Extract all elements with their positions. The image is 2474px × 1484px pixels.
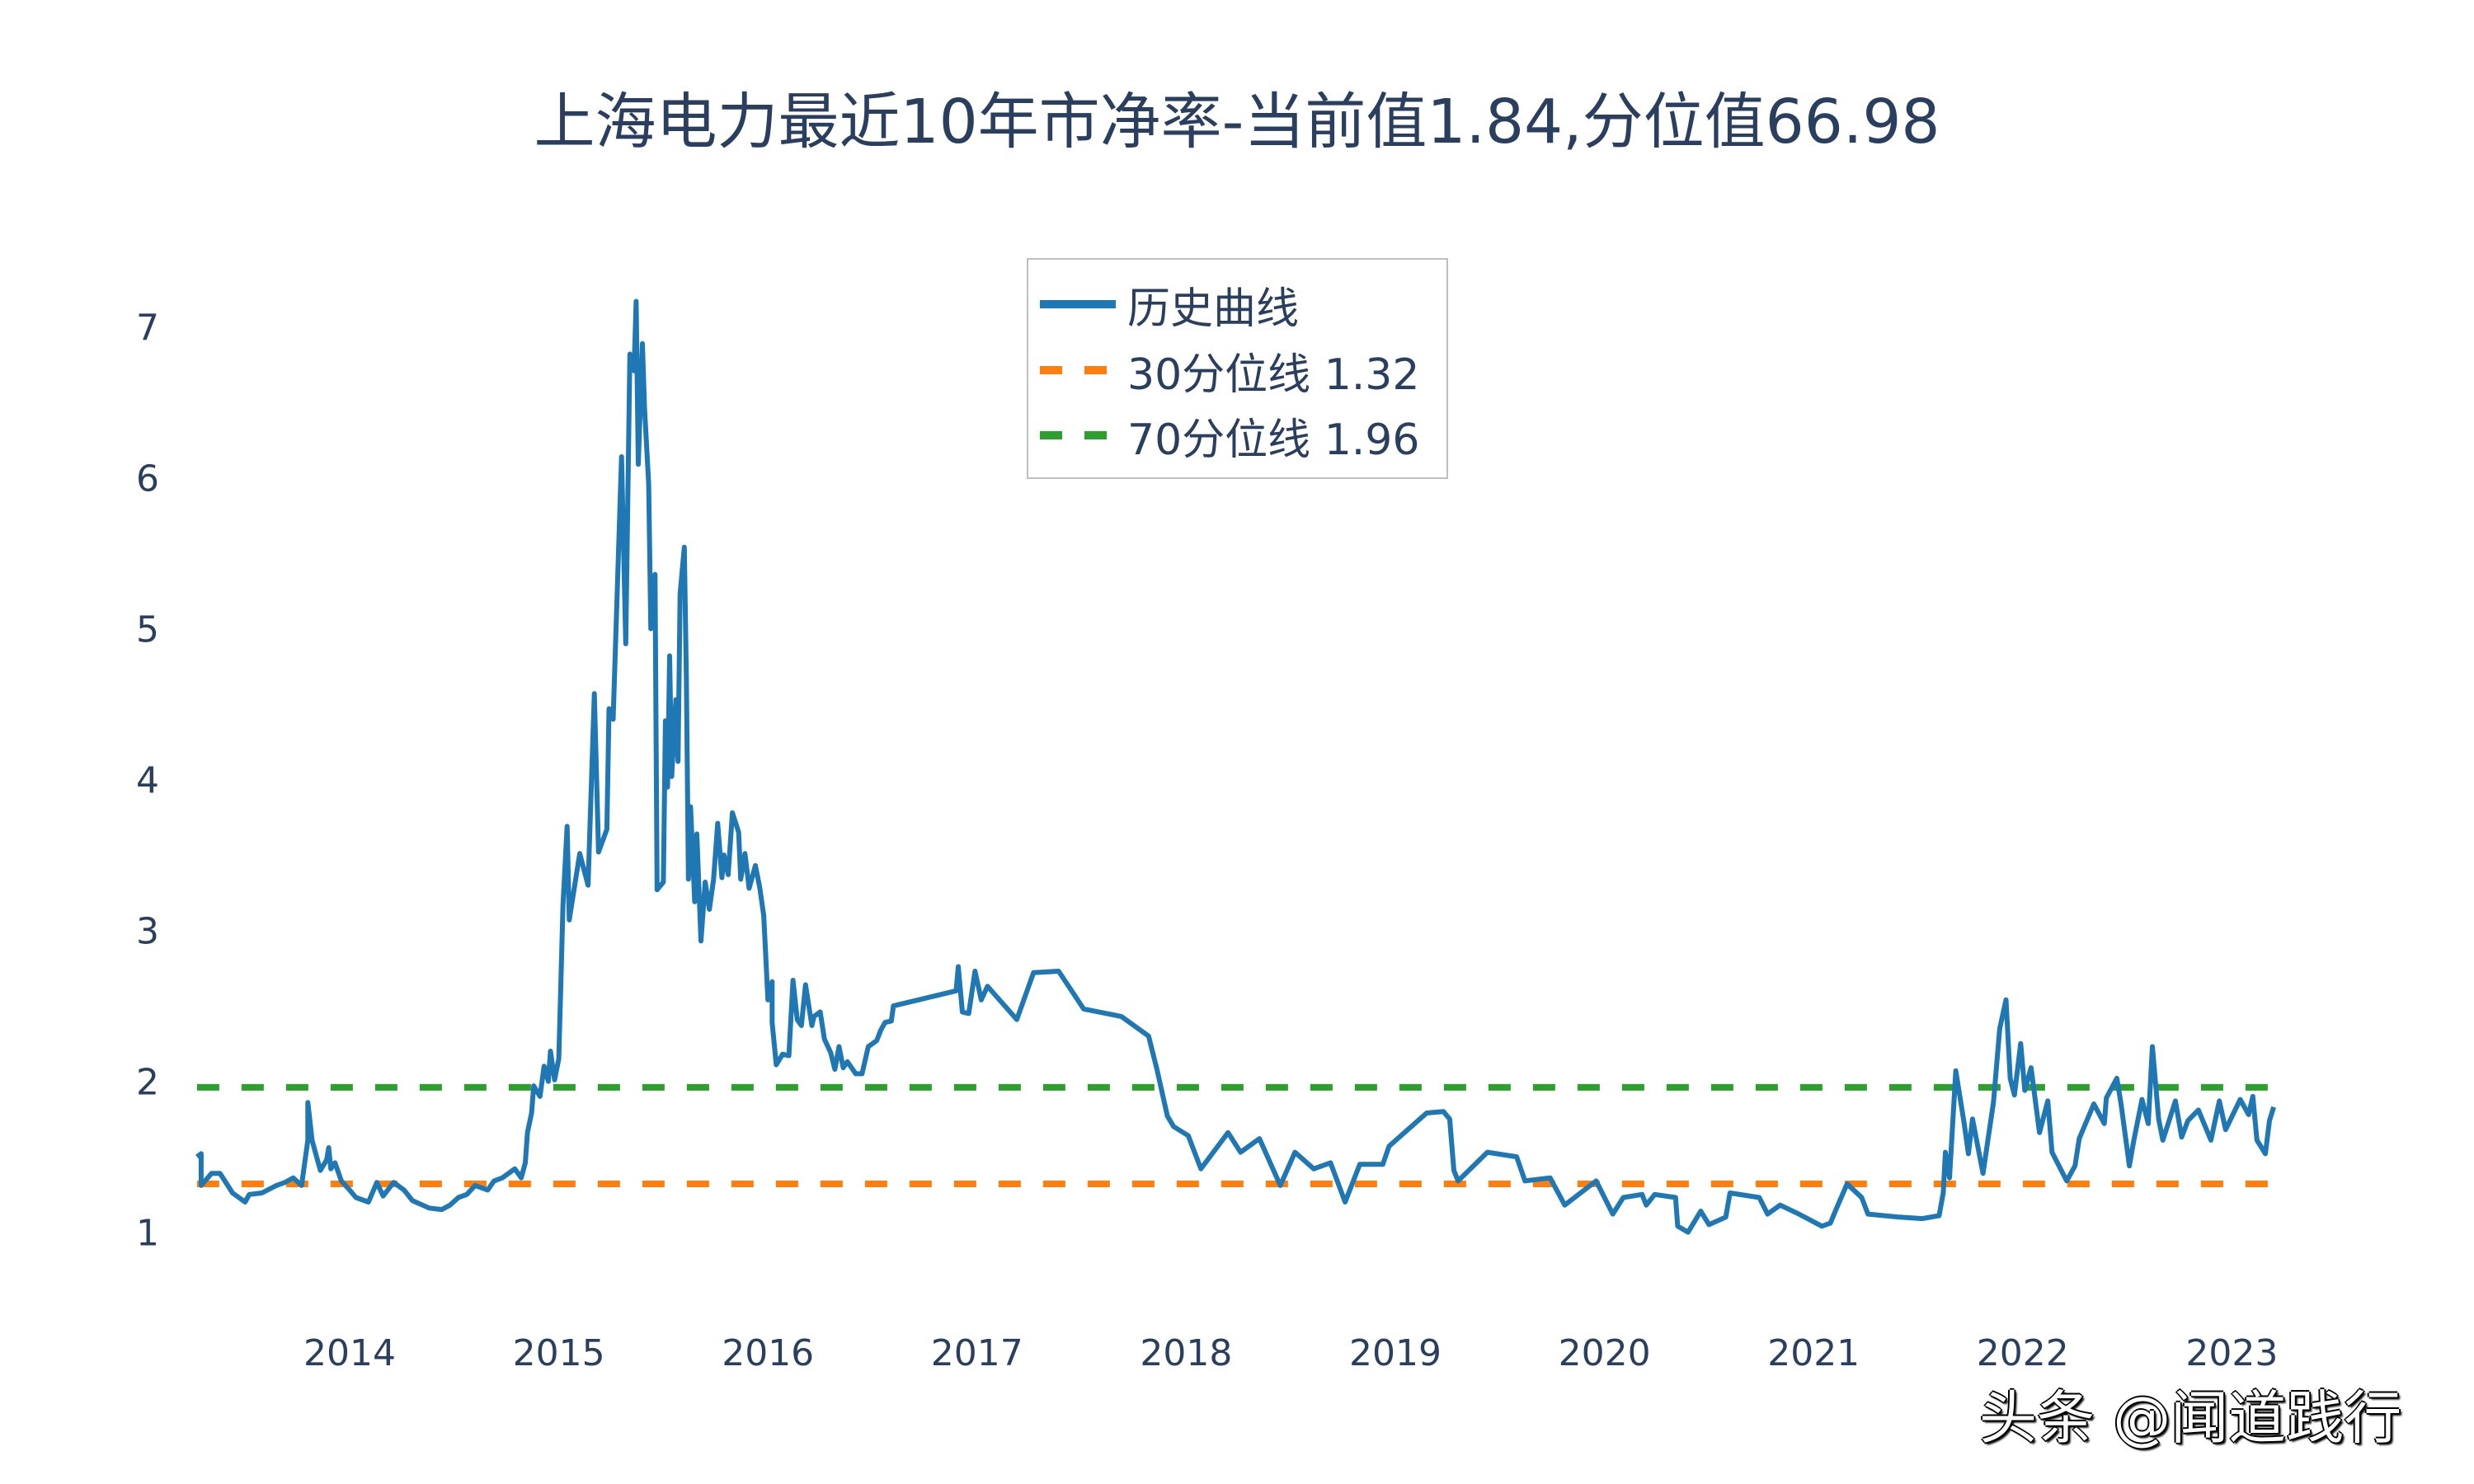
x-tick-label: 2016 xyxy=(722,1332,814,1374)
y-tick-label: 3 xyxy=(136,911,159,953)
y-axis: 1 2 3 4 5 6 7 xyxy=(136,308,159,1255)
y-tick-label: 5 xyxy=(136,609,159,651)
y-tick-label: 1 xyxy=(136,1213,159,1255)
legend-item-history[interactable]: 历史曲线 xyxy=(1028,271,1446,337)
series-line xyxy=(195,298,2276,1235)
legend-item-p30[interactable]: 30分位线 1.32 xyxy=(1028,337,1446,403)
x-tick-label: 2023 xyxy=(2185,1332,2278,1374)
x-tick-label: 2018 xyxy=(1140,1332,1232,1374)
y-tick-label: 7 xyxy=(136,308,159,350)
x-tick-label: 2022 xyxy=(1977,1332,2069,1374)
legend-label: 历史曲线 xyxy=(1127,284,1300,334)
x-tick-label: 2014 xyxy=(303,1332,396,1374)
x-tick-label: 2021 xyxy=(1767,1332,1860,1374)
legend-item-p70[interactable]: 70分位线 1.96 xyxy=(1028,402,1446,468)
legend-label: 70分位线 1.96 xyxy=(1127,415,1420,465)
dashed-line-icon xyxy=(1040,366,1116,374)
legend-label: 30分位线 1.32 xyxy=(1127,350,1420,400)
solid-line-icon xyxy=(1040,300,1116,308)
dashed-line-icon xyxy=(1040,431,1116,439)
x-tick-label: 2017 xyxy=(931,1332,1023,1374)
x-tick-label: 2019 xyxy=(1349,1332,1442,1374)
y-tick-label: 4 xyxy=(136,760,159,802)
x-tick-label: 2020 xyxy=(1559,1332,1651,1374)
reference-lines xyxy=(196,1083,2269,1188)
chart-title: 上海电力最近10年市净率-当前值1.84,分位值66.98 xyxy=(534,87,1940,157)
x-axis: 2014 2015 2016 2017 2018 2019 2020 2021 2022 2023 xyxy=(303,1332,2278,1374)
y-tick-label: 6 xyxy=(136,458,159,500)
y-tick-label: 2 xyxy=(136,1062,159,1104)
history-series xyxy=(195,298,2276,1235)
legend: 历史曲线 30分位线 1.32 70分位线 1.96 xyxy=(1027,258,1448,479)
x-tick-label: 2015 xyxy=(513,1332,605,1374)
watermark: 头条 @闻道践行 xyxy=(1979,1384,2402,1452)
